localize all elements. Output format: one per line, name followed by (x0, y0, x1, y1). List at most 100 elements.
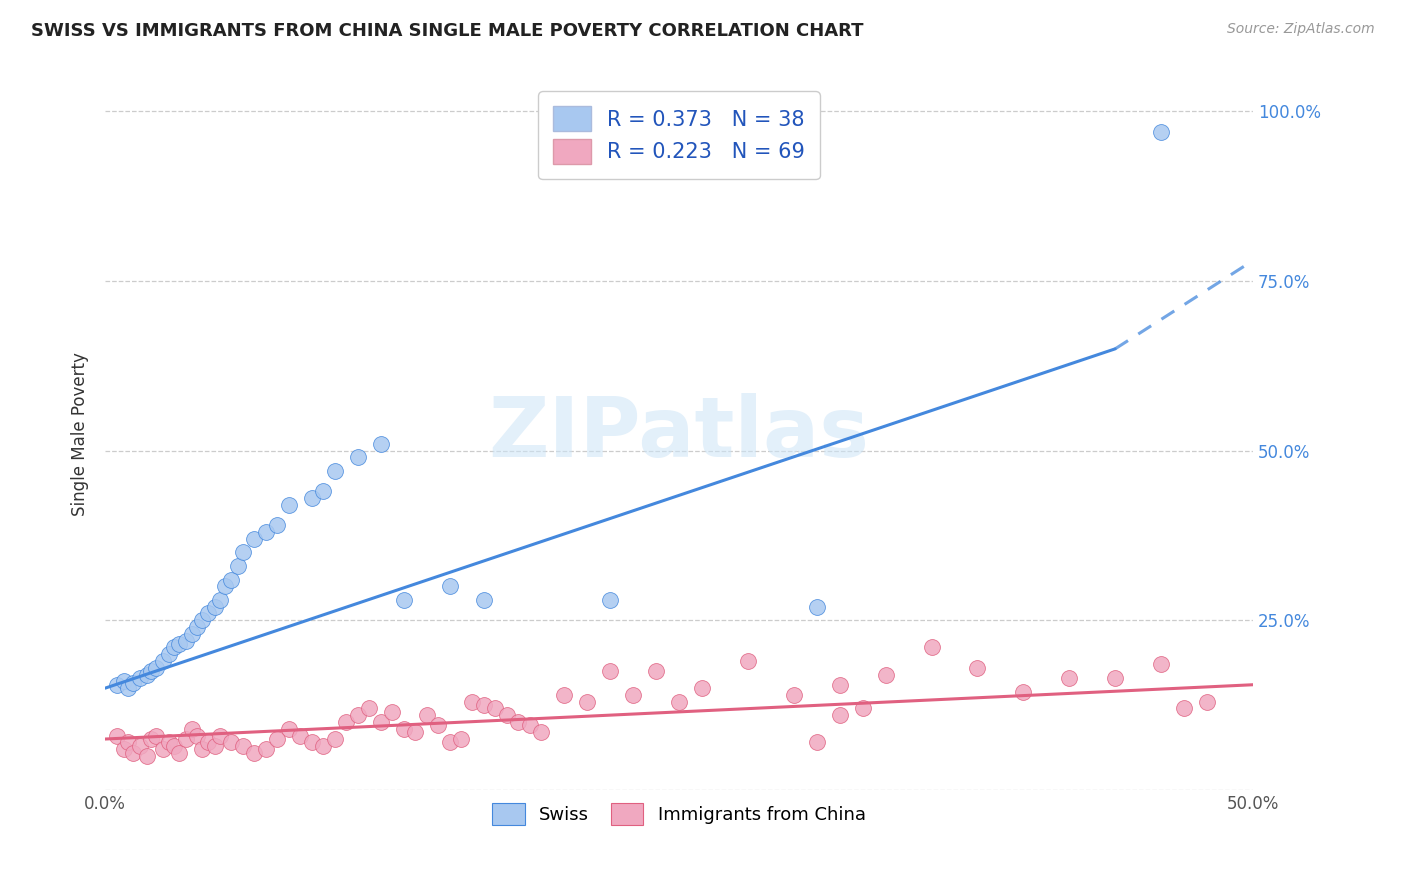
Point (1150, 657, 1173, 672)
Point (243, 532, 266, 546)
Point (346, 708, 368, 723)
Point (301, 735, 323, 749)
Point (266, 518, 288, 533)
Point (139, 732, 162, 747)
Point (112, 674, 135, 689)
Point (181, 627, 204, 641)
Point (163, 640, 186, 655)
Point (105, 678, 128, 692)
Text: SWISS VS IMMIGRANTS FROM CHINA SINGLE MALE POVERTY CORRELATION CHART: SWISS VS IMMIGRANTS FROM CHINA SINGLE MA… (31, 22, 863, 40)
Point (828, 708, 851, 723)
Point (1104, 671, 1126, 685)
Point (174, 732, 197, 747)
Point (875, 667, 897, 681)
Point (117, 735, 139, 749)
Point (599, 593, 621, 607)
Point (190, 613, 212, 627)
Point (1012, 684, 1035, 698)
Point (450, 732, 472, 747)
Point (152, 742, 174, 756)
Point (621, 688, 644, 702)
Point (806, 735, 828, 749)
Point (1173, 701, 1195, 715)
Point (359, 701, 381, 715)
Point (145, 661, 167, 675)
Point (370, 714, 392, 729)
Point (290, 729, 312, 743)
Point (392, 722, 415, 736)
Point (221, 735, 243, 749)
Point (404, 725, 426, 739)
Point (1057, 671, 1080, 685)
Point (167, 637, 190, 651)
Point (828, 678, 851, 692)
Point (135, 749, 157, 764)
Point (163, 739, 186, 753)
Point (174, 633, 197, 648)
Point (232, 545, 254, 559)
Point (181, 722, 204, 736)
Point (439, 579, 461, 593)
Point (204, 599, 226, 614)
Point (197, 735, 219, 749)
Point (254, 524, 277, 539)
Point (266, 732, 288, 747)
Y-axis label: Single Male Poverty: Single Male Poverty (72, 351, 89, 516)
Point (921, 640, 943, 655)
Point (117, 681, 139, 695)
Point (346, 450, 368, 465)
Point (472, 593, 495, 607)
Point (204, 739, 226, 753)
Point (553, 688, 575, 702)
Point (323, 732, 346, 747)
Point (135, 667, 157, 681)
Point (370, 437, 392, 451)
Text: ZIPatlas: ZIPatlas (488, 393, 869, 475)
Point (496, 708, 519, 723)
Point (737, 654, 759, 668)
Point (484, 701, 506, 715)
Point (128, 671, 150, 685)
Point (668, 695, 690, 709)
Point (690, 681, 713, 695)
Point (461, 695, 484, 709)
Point (221, 573, 243, 587)
Text: Source: ZipAtlas.com: Source: ZipAtlas.com (1227, 22, 1375, 37)
Point (472, 698, 495, 712)
Point (277, 722, 299, 736)
Point (228, 559, 250, 574)
Point (152, 654, 174, 668)
Point (312, 739, 335, 753)
Point (214, 579, 236, 593)
Point (312, 484, 335, 499)
Point (167, 746, 190, 760)
Point (186, 729, 208, 743)
Point (427, 718, 450, 732)
Point (519, 718, 541, 732)
Point (243, 746, 266, 760)
Point (852, 701, 875, 715)
Point (159, 735, 181, 749)
Point (139, 664, 162, 678)
Point (190, 742, 212, 756)
Point (599, 664, 621, 678)
Point (254, 742, 277, 756)
Point (232, 739, 254, 753)
Point (121, 675, 143, 690)
Point (208, 593, 231, 607)
Point (1150, 125, 1173, 139)
Point (806, 599, 828, 614)
Point (145, 729, 167, 743)
Point (645, 664, 668, 678)
Point (415, 708, 437, 723)
Point (277, 498, 299, 512)
Point (112, 742, 135, 756)
Point (576, 695, 599, 709)
Point (530, 725, 553, 739)
Point (105, 729, 128, 743)
Point (159, 647, 181, 661)
Point (186, 620, 208, 634)
Point (128, 739, 150, 753)
Point (783, 688, 806, 702)
Point (381, 705, 404, 719)
